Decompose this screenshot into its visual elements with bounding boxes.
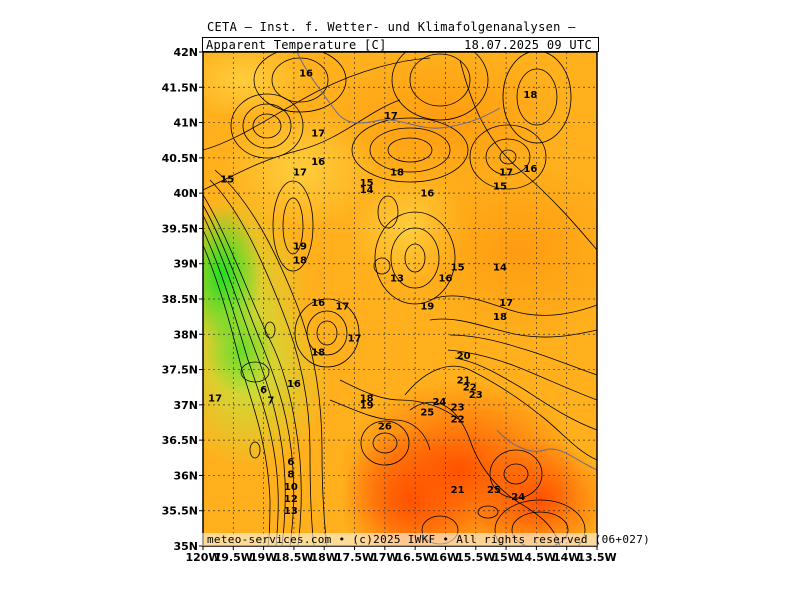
isotherm-value-label: 25 <box>420 407 434 418</box>
isotherm-value-label: 16 <box>287 379 301 390</box>
isotherm-value-label: 16 <box>311 157 325 168</box>
isotherm-value-label: 18 <box>360 393 374 404</box>
isotherm-value-label: 18 <box>293 256 307 267</box>
isotherm-value-label: 6 <box>260 385 267 396</box>
isotherm-value-label: 21 <box>451 485 465 496</box>
isotherm-value-label: 8 <box>287 470 294 481</box>
isotherm-value-label: 19 <box>293 242 307 253</box>
isotherm-value-label: 17 <box>208 393 222 404</box>
isotherm-value-label: 15 <box>360 178 374 189</box>
coastline <box>296 52 597 471</box>
lat-tick-label: 35.5N <box>162 505 198 518</box>
lon-tick-label: 17W <box>371 551 398 564</box>
isotherm-value-label: 14 <box>360 185 374 196</box>
isotherm-value-label: 16 <box>311 298 325 309</box>
isotherm-value-label: 13 <box>390 273 404 284</box>
longitude-axis: 120W19.5W19W18.5W18W17.5W17W16.5W16W15.5… <box>185 546 617 564</box>
lat-tick-label: 36.5N <box>162 434 198 447</box>
lon-tick-label: 16.5W <box>396 551 435 564</box>
lat-tick-label: 38N <box>173 328 198 341</box>
isotherm-value-label: 26 <box>378 422 392 433</box>
temperature-field <box>203 52 597 546</box>
lat-tick-label: 41N <box>173 117 198 130</box>
lon-tick-label: 13.5W <box>577 551 616 564</box>
lon-tick-label: 120W <box>185 551 220 564</box>
isotherm-value-label: 19 <box>360 400 374 411</box>
isotherm-value-label: 18 <box>523 90 537 101</box>
lon-tick-label: 18W <box>311 551 338 564</box>
map-title: CETA – Inst. f. Wetter- und Klimafolgena… <box>207 20 576 34</box>
isotherm-value-label: 16 <box>420 189 434 200</box>
variable-label: Apparent Temperature [C] <box>206 38 387 52</box>
lon-tick-label: 19.5W <box>214 551 253 564</box>
lat-lon-grid <box>203 52 597 546</box>
copyright-credit: meteo-services.com • (c)2025 IWKF • All … <box>207 533 651 546</box>
isotherm-value-label: 23 <box>451 402 465 413</box>
isotherm-value-label: 15 <box>451 263 465 274</box>
isotherm-value-label: 17 <box>499 298 513 309</box>
lat-tick-label: 35N <box>173 540 198 553</box>
isotherm-value-label: 21 <box>457 376 471 387</box>
isotherm-value-label: 6 <box>287 457 294 468</box>
lat-tick-label: 37N <box>173 399 198 412</box>
isotherm-value-label: 7 <box>267 395 274 406</box>
isotherm-value-label: 12 <box>284 494 298 505</box>
isotherm-value-label: 14 <box>493 263 507 274</box>
isotherm-value-label: 13 <box>284 506 298 517</box>
valid-time-label: 18.07.2025 09 UTC <box>464 38 592 52</box>
isotherm-value-label: 16 <box>439 273 453 284</box>
lat-tick-label: 36N <box>173 469 198 482</box>
latitude-axis: 42N 41.5N 41N 40.5N 40N 39.5N 39N 38.5N 38N 37.5N… <box>162 46 203 553</box>
isotherm-value-label: 16 <box>299 69 313 80</box>
isotherm-value-label: 22 <box>463 383 477 394</box>
lon-tick-label: 15.5W <box>456 551 495 564</box>
lon-tick-label: 14.5W <box>517 551 556 564</box>
isotherm-value-label: 18 <box>311 347 325 358</box>
lon-tick-label: 18.5W <box>274 551 313 564</box>
isotherm-value-label: 17 <box>293 167 307 178</box>
lat-tick-label: 37.5N <box>162 364 198 377</box>
lat-tick-label: 40N <box>173 187 198 200</box>
isotherm-value-label: 18 <box>493 312 507 323</box>
lon-tick-label: 15W <box>492 551 519 564</box>
lat-tick-label: 39.5N <box>162 222 198 235</box>
credit-bar <box>202 533 597 546</box>
lon-tick-label: 19W <box>250 551 277 564</box>
isotherm-value-label: 17 <box>335 302 349 313</box>
isotherm-value-label: 16 <box>523 164 537 175</box>
isotherm-value-label: 10 <box>284 482 298 493</box>
lat-tick-label: 42N <box>173 46 198 59</box>
isotherm-value-label: 23 <box>469 390 483 401</box>
isotherm-value-label: 24 <box>511 492 525 503</box>
isotherm-value-label: 15 <box>493 182 507 193</box>
isotherm-value-label: 15 <box>220 175 234 186</box>
isotherm-value-label: 20 <box>457 351 471 362</box>
lat-tick-label: 41.5N <box>162 81 198 94</box>
isotherm-value-label: 22 <box>451 414 465 425</box>
isotherm-value-label: 17 <box>384 111 398 122</box>
lat-tick-label: 38.5N <box>162 293 198 306</box>
isotherm-value-label: 18 <box>390 167 404 178</box>
lon-tick-label: 17.5W <box>335 551 374 564</box>
isotherm-value-label: 25 <box>487 485 501 496</box>
isotherm-value-label: 19 <box>420 302 434 313</box>
lon-tick-label: 14W <box>553 551 580 564</box>
lat-tick-label: 39N <box>173 258 198 271</box>
lon-tick-label: 16W <box>432 551 459 564</box>
isotherm-value-label: 17 <box>348 333 362 344</box>
isotherm-value-label: 17 <box>499 167 513 178</box>
isotherm-value-label: 24 <box>432 397 446 408</box>
isotherm-value-label: 17 <box>311 129 325 140</box>
lat-tick-label: 40.5N <box>162 152 198 165</box>
